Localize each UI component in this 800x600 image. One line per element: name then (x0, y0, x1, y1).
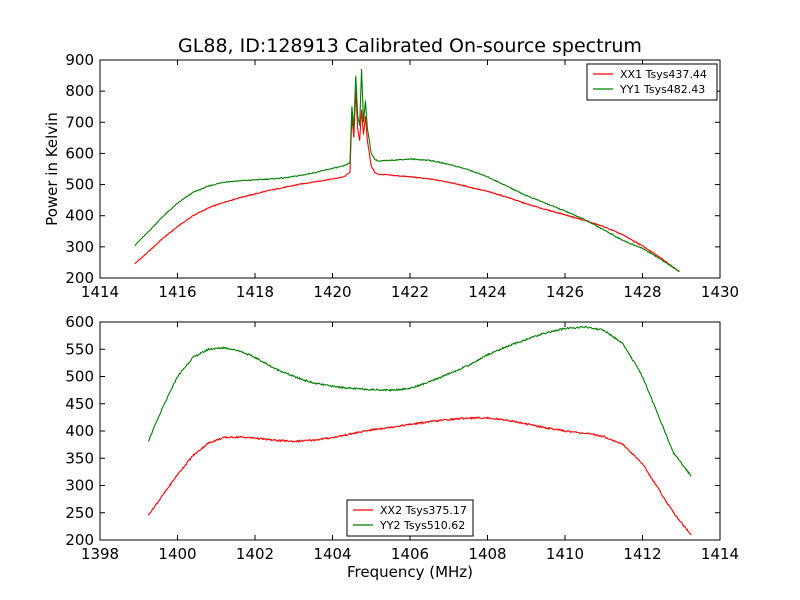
series-line-2 (134, 69, 680, 272)
legend-box (346, 499, 474, 537)
series-group (147, 325, 692, 536)
y-tick-label: 550 (65, 340, 94, 358)
y-tick-label: 700 (65, 113, 94, 131)
legend: XX1 Tsys437.44 YY1 Tsys482.43 (586, 63, 718, 101)
y-tick-label: 250 (65, 504, 94, 522)
y-tick-label: 400 (65, 207, 94, 225)
x-tick-label: 1420 (313, 283, 351, 301)
x-tick-label: 1410 (546, 545, 584, 563)
y-tick-label: 350 (65, 449, 94, 467)
x-tick-label: 1424 (468, 283, 506, 301)
top-plot: 1414 1416 1418 1420 1422 1424 1426 1428 1430 200 3… (43, 51, 739, 301)
bottom-plot: 1398 1400 1402 1404 1406 1408 1410 1412 1414 200 2… (65, 313, 739, 581)
y-tick-label: 200 (65, 531, 94, 549)
x-tick-label: 1418 (236, 283, 274, 301)
legend-label-2: YY2 Tsys510.62 (379, 519, 465, 532)
y-tick-label: 600 (65, 144, 94, 162)
x-tick-label: 1422 (391, 283, 429, 301)
legend-label-1: XX2 Tsys375.17 (380, 504, 467, 517)
y-tick-label: 500 (65, 368, 94, 386)
y-tick-label: 200 (65, 269, 94, 287)
legend: XX2 Tsys375.17 YY2 Tsys510.62 (346, 499, 474, 537)
y-tick-label: 600 (65, 313, 94, 331)
x-tick-label: 1414 (701, 545, 739, 563)
y-tick-label: 450 (65, 395, 94, 413)
x-tick-label: 1412 (623, 545, 661, 563)
series-line-1 (147, 416, 692, 536)
legend-label-1: XX1 Tsys437.44 (620, 68, 707, 81)
series-line-1 (134, 91, 680, 273)
x-tick-label: 1430 (701, 283, 739, 301)
y-tick-label: 400 (65, 422, 94, 440)
y-axis-label: Power in Kelvin (43, 112, 61, 226)
x-axis-label: Frequency (MHz) (347, 563, 473, 581)
x-tick-label: 1398 (81, 545, 119, 563)
series-group (134, 69, 680, 273)
y-tick-label: 800 (65, 82, 94, 100)
x-tick-label: 1426 (546, 283, 584, 301)
y-tick-label: 900 (65, 51, 94, 69)
x-tick-label: 1408 (468, 545, 506, 563)
series-line-2 (147, 325, 692, 477)
x-tick-label: 1416 (158, 283, 196, 301)
y-tick-label: 500 (65, 176, 94, 194)
chart-title: GL88, ID:128913 Calibrated On-source spe… (178, 35, 642, 57)
y-tick-label: 300 (65, 477, 94, 495)
x-tick-label: 1400 (158, 545, 196, 563)
x-tick-label: 1428 (623, 283, 661, 301)
x-tick-label: 1402 (236, 545, 274, 563)
x-tick-label: 1404 (313, 545, 351, 563)
x-tick-label: 1406 (391, 545, 429, 563)
y-tick-label: 300 (65, 238, 94, 256)
legend-box (586, 63, 718, 101)
x-tick-label: 1414 (81, 283, 119, 301)
legend-label-2: YY1 Tsys482.43 (619, 83, 705, 96)
